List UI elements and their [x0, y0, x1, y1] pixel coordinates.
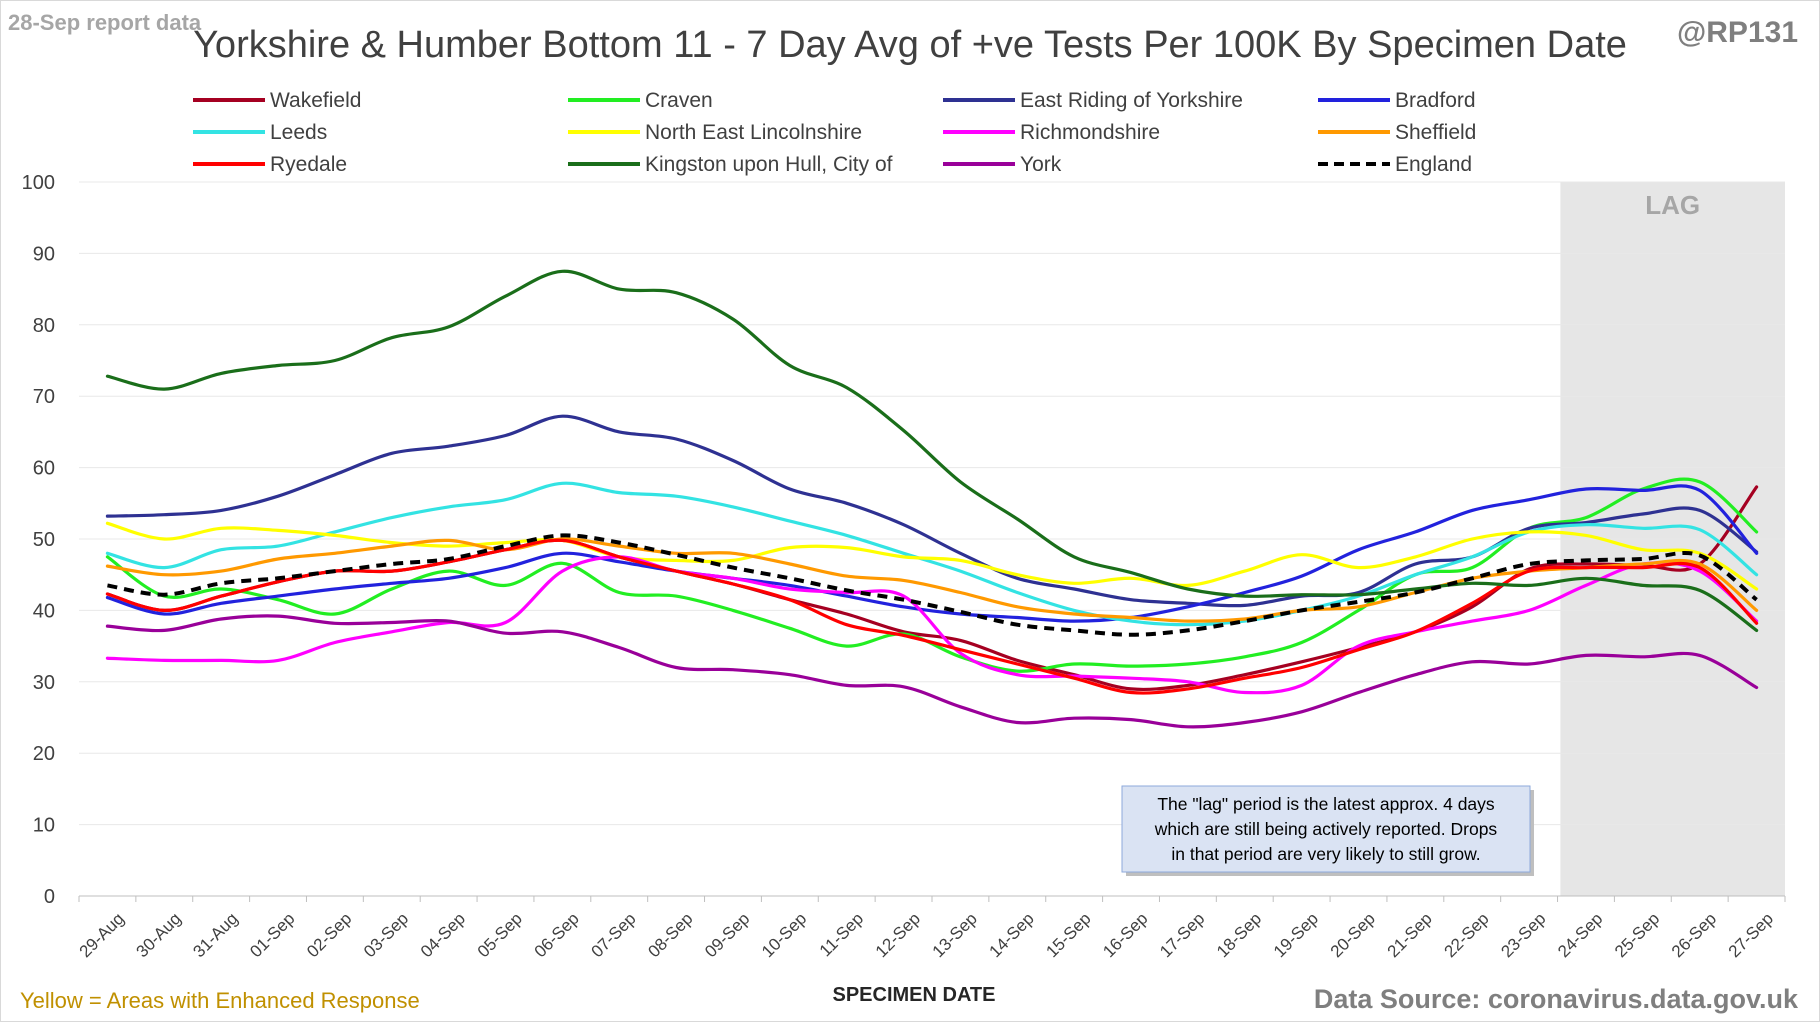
x-tick-label: 04-Sep: [417, 909, 469, 961]
x-tick-labels: 29-Aug 30-Aug 31-Aug 01-Sep 02-Sep 03-Sep 04-S…: [76, 909, 1777, 961]
y-tick-label: 70: [33, 386, 55, 408]
x-tick-label: 09-Sep: [701, 909, 753, 961]
y-tick-label: 10: [33, 815, 55, 837]
series-line-ryedale: [105, 538, 1759, 695]
legend-label-east-riding-of-yorkshire: East Riding of Yorkshire: [1020, 89, 1243, 112]
lag-note-line: which are still being actively reported.…: [1154, 819, 1498, 839]
x-tick-label: 03-Sep: [360, 909, 412, 961]
series-line-north-east-lincolnshire: [105, 521, 1759, 591]
legend-label-craven: Craven: [645, 89, 713, 112]
y-tick-label: 80: [33, 315, 55, 337]
x-tick-label: 18-Sep: [1213, 909, 1265, 961]
x-tick-label: 16-Sep: [1099, 909, 1151, 961]
y-tick-label: 50: [33, 529, 55, 551]
legend-label-leeds: Leeds: [270, 121, 327, 144]
legend-label-england: England: [1395, 153, 1472, 176]
x-tick-label: 05-Sep: [474, 909, 526, 961]
chart-title: Yorkshire & Humber Bottom 11 - 7 Day Avg…: [193, 24, 1627, 66]
legend-label-wakefield: Wakefield: [270, 89, 361, 112]
series-line-england: [107, 533, 1758, 637]
x-tick-label: 19-Sep: [1270, 909, 1322, 961]
data-source: Data Source: coronavirus.data.gov.uk: [1313, 984, 1798, 1014]
y-tick-label: 30: [33, 672, 55, 694]
lag-note-box: [1121, 785, 1531, 873]
series-line-richmondshire: [105, 555, 1759, 695]
legend-label-richmondshire: Richmondshire: [1020, 121, 1160, 144]
x-tick-label: 30-Aug: [133, 909, 185, 961]
series-line-leeds: [105, 481, 1759, 627]
x-axis-title: SPECIMEN DATE: [832, 984, 996, 1006]
x-tick-label: 15-Sep: [1042, 909, 1094, 961]
y-tick-label: 20: [33, 743, 55, 765]
y-tick-label: 90: [33, 243, 55, 265]
report-date-label: 28-Sep report data: [8, 10, 202, 35]
x-tick-label: 26-Sep: [1668, 909, 1720, 961]
author-handle: @RP131: [1677, 16, 1798, 49]
legend: Wakefield Craven East Riding of Yorkshire B…: [193, 89, 1476, 176]
lag-label: LAG: [1645, 190, 1700, 220]
x-tick-label: 01-Sep: [246, 909, 298, 961]
lag-note-line: in that period are very likely to still …: [1171, 844, 1480, 864]
legend-label-bradford: Bradford: [1395, 89, 1476, 112]
lag-note-line: The "lag" period is the latest approx. 4…: [1157, 794, 1495, 814]
x-tick-label: 25-Sep: [1611, 909, 1663, 961]
x-tick-label: 20-Sep: [1327, 909, 1379, 961]
legend-label-ryedale: Ryedale: [270, 153, 347, 176]
axes: [78, 896, 1786, 902]
series-lines: [105, 269, 1759, 729]
series-line-east-riding-of-yorkshire: [105, 414, 1759, 608]
y-tick-label: 100: [22, 172, 55, 194]
x-tick-label: 10-Sep: [758, 909, 810, 961]
legend-label-north-east-lincolnshire: North East Lincolnshire: [645, 121, 862, 144]
y-tick-label: 0: [44, 886, 55, 908]
x-tick-label: 11-Sep: [816, 909, 867, 960]
y-tick-label: 60: [33, 458, 55, 480]
enhanced-response-note: Yellow = Areas with Enhanced Response: [20, 988, 420, 1013]
legend-label-sheffield: Sheffield: [1395, 121, 1476, 144]
x-tick-label: 21-Sep: [1384, 909, 1436, 961]
y-tick-label: 40: [33, 600, 55, 622]
x-tick-label: 29-Aug: [76, 909, 128, 961]
legend-label-kingston-upon-hull-city-of: Kingston upon Hull, City of: [645, 153, 893, 176]
x-tick-label: 07-Sep: [587, 909, 639, 961]
x-tick-label: 13-Sep: [929, 909, 981, 961]
x-tick-label: 23-Sep: [1497, 909, 1549, 961]
x-tick-label: 12-Sep: [872, 909, 924, 961]
series-line-craven: [105, 477, 1759, 673]
x-tick-label: 02-Sep: [303, 909, 355, 961]
x-tick-label: 08-Sep: [644, 909, 696, 961]
x-tick-label: 24-Sep: [1554, 909, 1606, 961]
lag-note: The "lag" period is the latest approx. 4…: [1121, 785, 1534, 876]
x-tick-label: 17-Sep: [1156, 909, 1208, 961]
x-tick-label: 06-Sep: [531, 909, 583, 961]
series-line-bradford: [105, 484, 1759, 623]
y-tick-labels: 0 10 20 30 40 50 60 70 80 90 100: [22, 172, 55, 908]
series-line-york: [105, 614, 1759, 729]
x-tick-label: 22-Sep: [1440, 909, 1492, 961]
series-line-kingston-upon-hull-city-of: [105, 269, 1759, 632]
x-tick-label: 27-Sep: [1725, 909, 1777, 961]
legend-label-york: York: [1020, 153, 1062, 176]
x-tick-label: 31-Aug: [189, 909, 241, 961]
x-tick-label: 14-Sep: [986, 909, 1038, 961]
